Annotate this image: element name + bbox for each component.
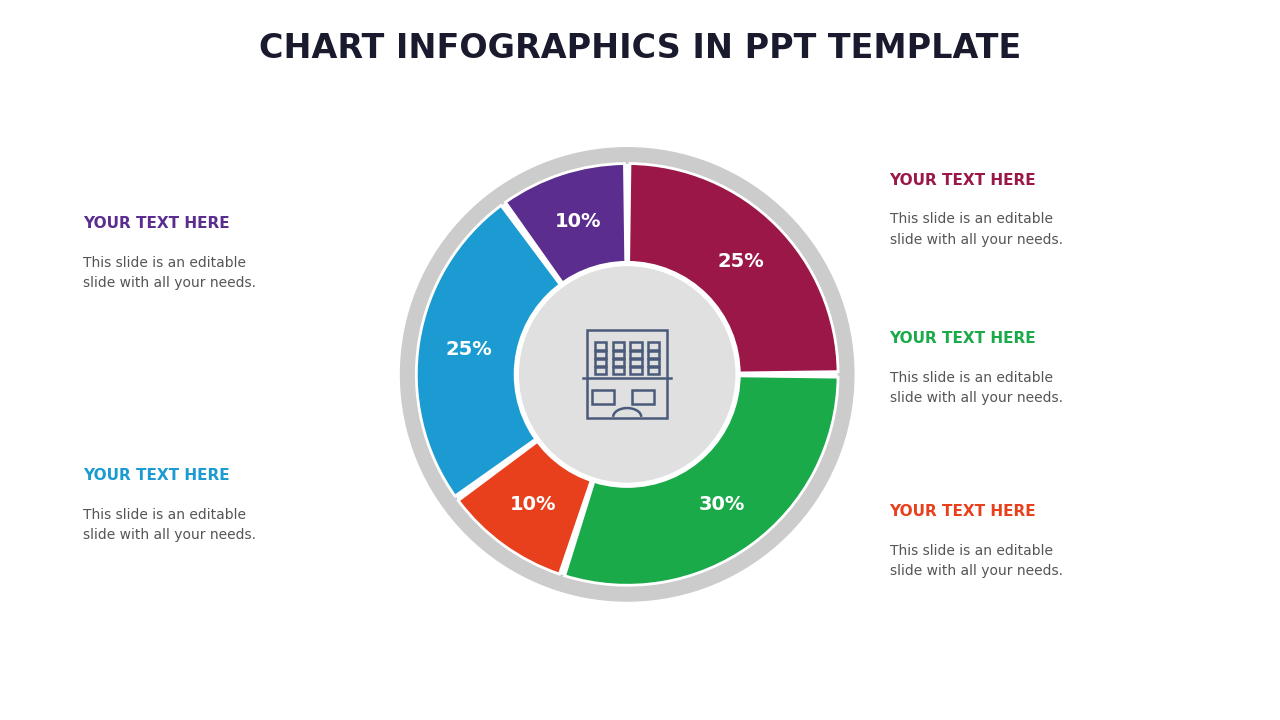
Text: CHART INFOGRAPHICS IN PPT TEMPLATE: CHART INFOGRAPHICS IN PPT TEMPLATE [259, 32, 1021, 66]
Text: 25%: 25% [445, 340, 493, 359]
Text: YOUR TEXT HERE: YOUR TEXT HERE [83, 216, 230, 231]
Circle shape [520, 267, 735, 482]
Wedge shape [564, 376, 838, 585]
Text: YOUR TEXT HERE: YOUR TEXT HERE [83, 468, 230, 483]
Circle shape [401, 148, 854, 601]
Text: 10%: 10% [509, 495, 557, 513]
Wedge shape [506, 163, 626, 285]
Text: This slide is an editable
slide with all your needs.: This slide is an editable slide with all… [890, 371, 1062, 405]
Wedge shape [458, 440, 591, 574]
Text: YOUR TEXT HERE: YOUR TEXT HERE [890, 173, 1037, 188]
Text: This slide is an editable
slide with all your needs.: This slide is an editable slide with all… [83, 256, 256, 290]
Text: This slide is an editable
slide with all your needs.: This slide is an editable slide with all… [83, 508, 256, 542]
Text: This slide is an editable
slide with all your needs.: This slide is an editable slide with all… [890, 212, 1062, 247]
Text: 30%: 30% [698, 495, 745, 513]
Text: 25%: 25% [717, 251, 764, 271]
Wedge shape [628, 163, 838, 373]
Circle shape [417, 165, 837, 584]
Text: 10%: 10% [554, 212, 600, 232]
Text: YOUR TEXT HERE: YOUR TEXT HERE [890, 504, 1037, 519]
Circle shape [517, 264, 737, 485]
Wedge shape [416, 205, 562, 496]
Text: YOUR TEXT HERE: YOUR TEXT HERE [890, 331, 1037, 346]
Text: This slide is an editable
slide with all your needs.: This slide is an editable slide with all… [890, 544, 1062, 578]
